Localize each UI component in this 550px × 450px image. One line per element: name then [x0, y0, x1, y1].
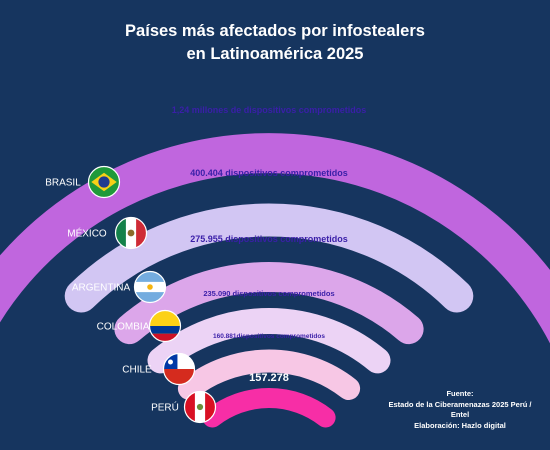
title-line-1: Países más afectados por infostealers: [125, 22, 425, 40]
source-line-1: Estado de la Ciberamenazas 2025 Perú /: [388, 399, 532, 409]
arc-peru: [202, 388, 336, 428]
country-label-peru: PERÚ: [151, 401, 179, 414]
title-line-2: en Latinoamérica 2025: [186, 45, 364, 63]
colombia-flag-icon: [148, 309, 182, 343]
country-label-chile: CHILE: [122, 365, 152, 376]
source-label: Fuente:: [446, 389, 474, 398]
arc-mexico: [64, 203, 474, 313]
brazil-flag-icon: [87, 165, 121, 199]
country-label-colombia: COLOMBIA: [97, 322, 150, 333]
country-label-mexico: MÉXICO: [67, 227, 107, 240]
value-label-chile: 160.881dispositivos comprometidos: [213, 333, 325, 340]
source-line-2: Entel: [450, 410, 470, 419]
arc-argentina: [114, 261, 424, 345]
arc-chile: [177, 349, 361, 400]
value-label-argentina: 275.955 dispositivos comprometidos: [190, 234, 348, 244]
arc-colombia: [147, 307, 391, 374]
source-credit: Elaboración: Hazlo digital: [414, 420, 506, 430]
peru-flag-icon: [183, 390, 217, 424]
mexico-flag-icon: [114, 216, 148, 250]
value-label-brasil: 1,24 millones de dispositivos comprometi…: [172, 105, 367, 115]
country-label-argentina: ARGENTINA: [72, 283, 131, 294]
country-label-brasil: BRASIL: [45, 178, 81, 189]
argentina-flag-icon: [133, 270, 167, 304]
chile-flag-icon: [162, 352, 196, 386]
value-label-peru: 157.278: [249, 372, 289, 384]
source-note: Fuente: Estado de la Ciberamenazas 2025 …: [375, 389, 545, 431]
chart-title: Países más afectados por infostealers en…: [0, 20, 550, 66]
value-label-mexico: 400.404 dispositivos comprometidos: [190, 168, 348, 178]
arc-brasil: [0, 133, 550, 344]
value-label-colombia: 235.090 dispositivos comprometidos: [203, 289, 334, 298]
